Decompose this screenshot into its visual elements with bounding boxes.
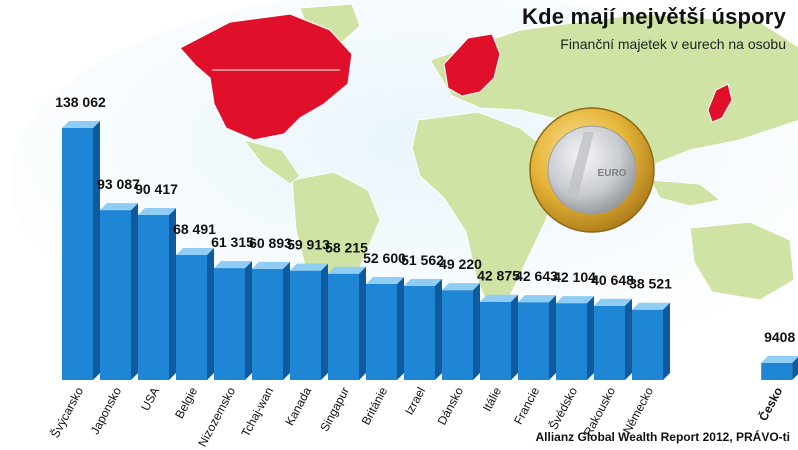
value-label-16: 38 521 (629, 276, 672, 292)
bar-4 (176, 254, 207, 380)
bar-side-10 (435, 278, 442, 380)
bar-side-14 (587, 296, 594, 380)
value-label-9: 52 600 (363, 250, 406, 266)
bar-side-3 (169, 207, 176, 380)
value-label-2: 93 087 (97, 176, 140, 192)
bar-side-12 (511, 294, 518, 380)
value-label-6: 60 893 (249, 235, 292, 251)
bar-side-9 (397, 276, 404, 380)
bar-side-17 (792, 357, 798, 380)
bar-side-7 (321, 263, 328, 380)
bar-11 (442, 290, 473, 380)
bar-side-13 (549, 295, 556, 380)
bar-9 (366, 283, 397, 380)
bar-top-5 (214, 261, 252, 269)
bar-top-10 (404, 278, 442, 286)
bar-top-1 (62, 121, 100, 128)
bar-side-1 (93, 121, 100, 380)
value-label-8: 58 215 (325, 240, 368, 256)
bar-12 (480, 301, 511, 380)
bar-top-7 (290, 263, 328, 271)
bar-side-8 (359, 266, 366, 380)
bar-side-5 (245, 261, 252, 380)
coin-text: EURO (598, 168, 627, 179)
value-label-10: 51 562 (401, 252, 444, 268)
bar-top-13 (518, 295, 556, 303)
bar-top-11 (442, 283, 480, 291)
bar-top-14 (556, 296, 594, 304)
bar-6 (252, 268, 283, 380)
value-label-4: 68 491 (173, 221, 216, 237)
value-label-15: 40 648 (591, 272, 634, 288)
bar-top-15 (594, 298, 632, 306)
chart-title: Kde mají největší úspory (522, 4, 786, 29)
bar-top-17 (761, 355, 798, 363)
bar-5 (214, 268, 245, 380)
bar-10 (404, 285, 435, 380)
bar-14 (556, 303, 587, 380)
bar-7 (290, 270, 321, 380)
bar-8 (328, 273, 359, 380)
bar-13 (518, 302, 549, 380)
bar-top-2 (100, 203, 138, 211)
bar-17 (761, 362, 793, 380)
chart-subtitle: Finanční majetek v eurech na osobu (560, 36, 786, 52)
bar-top-8 (328, 266, 366, 274)
value-label-7: 59 913 (287, 237, 330, 253)
value-label-14: 42 104 (553, 269, 596, 285)
bar-16 (632, 309, 663, 380)
value-label-17: 9408 (764, 329, 795, 345)
bar-side-15 (625, 298, 632, 380)
bar-side-2 (131, 203, 138, 380)
bar-top-9 (366, 276, 404, 284)
source-note: Allianz Global Wealth Report 2012, PRÁVO… (535, 430, 791, 444)
bar-side-16 (663, 302, 670, 380)
bar-top-6 (252, 261, 290, 269)
bar-1 (62, 128, 93, 380)
value-label-3: 90 417 (135, 181, 178, 197)
value-label-12: 42 875 (477, 268, 520, 284)
bar-top-12 (480, 294, 518, 302)
bar-2 (100, 210, 131, 380)
bar-3 (138, 214, 169, 380)
bar-side-11 (473, 283, 480, 380)
value-label-11: 49 220 (439, 256, 482, 272)
bar-top-4 (176, 247, 214, 255)
bar-side-6 (283, 261, 290, 380)
bar-15 (594, 305, 625, 380)
bar-top-16 (632, 302, 670, 310)
value-label-5: 61 315 (211, 234, 254, 250)
bar-top-3 (138, 207, 176, 215)
bar-side-4 (207, 247, 214, 380)
value-label-1: 138 062 (55, 94, 106, 110)
value-label-13: 42 643 (515, 268, 558, 284)
euro-coin-icon: EURO (529, 107, 655, 233)
